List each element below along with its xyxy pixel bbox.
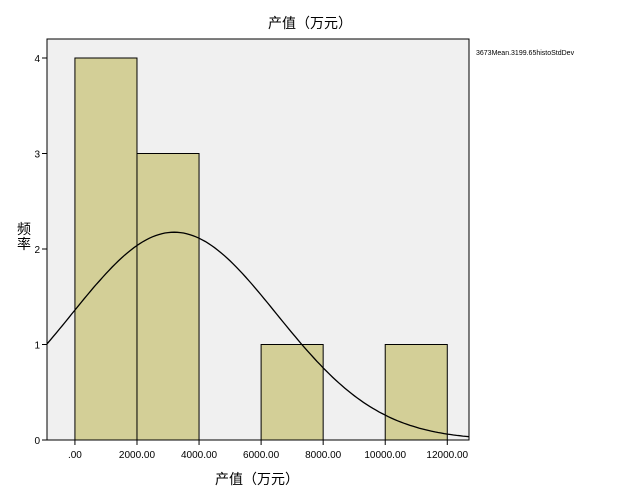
y-tick-label: 4 <box>34 54 40 65</box>
y-tick-label: 3 <box>34 150 40 161</box>
x-tick-label: 2000.00 <box>119 450 156 461</box>
normal-curve <box>46 231 470 438</box>
chart-title: 产值（万元） <box>268 16 352 32</box>
x-tick-label: 4000.00 <box>181 450 218 461</box>
histogram-bar <box>384 344 448 441</box>
x-tick-label: 6000.00 <box>243 450 280 461</box>
histogram-bar <box>260 344 324 441</box>
x-tick-label: 10000.00 <box>364 450 406 461</box>
x-axis: .00 2000.00 4000.00 6000.00 8000.00 10000.00 1… <box>68 440 469 461</box>
y-tick-label: 0 <box>34 436 40 447</box>
legend-stats: 3673Mean.3199.65histoStdDev <box>476 50 575 57</box>
y-tick-label: 2 <box>34 245 40 256</box>
y-axis-title: 频 率 <box>17 222 31 253</box>
y-axis-title-char-1: 频 <box>17 222 31 238</box>
x-tick-label: 8000.00 <box>305 450 342 461</box>
y-axis: 0 1 2 3 4 <box>34 54 47 447</box>
x-tick-label: .00 <box>68 450 82 461</box>
histogram-bar <box>136 153 200 441</box>
histogram-bars <box>74 57 448 441</box>
y-tick-label: 1 <box>34 341 40 352</box>
histogram-bar <box>74 57 138 441</box>
x-axis-title: 产值（万元） <box>215 472 299 488</box>
y-axis-title-char-2: 率 <box>17 236 31 253</box>
x-tick-label: 12000.00 <box>426 450 468 461</box>
